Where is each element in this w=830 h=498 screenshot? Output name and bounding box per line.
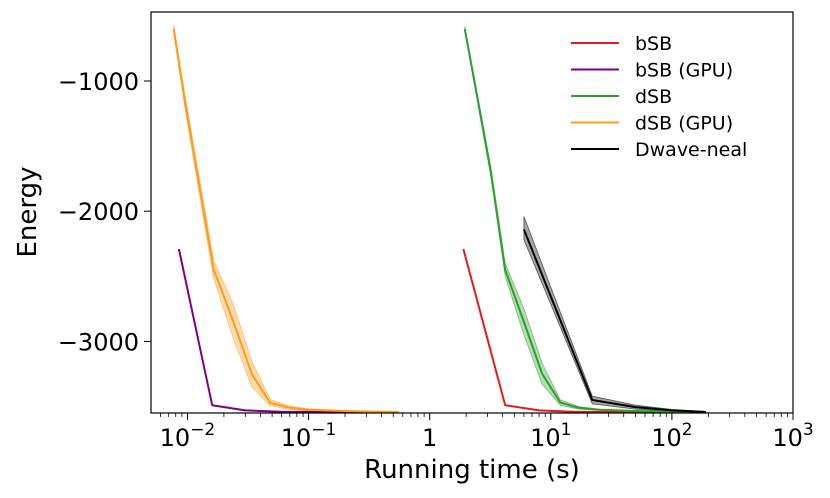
- legend-label-bsb: bSB: [635, 33, 672, 55]
- series-line-dsb-gpu: [172, 28, 399, 413]
- series-line-dsb: [463, 28, 706, 413]
- series-line-bsb: [462, 248, 706, 414]
- x-axis-ticks: 10−2 10−1 1 101 102 103: [160, 413, 814, 452]
- legend: bSB bSB (GPU) dSB dSB (GPU) Dwave-neal: [571, 33, 747, 161]
- band-dsb: [464, 26, 707, 413]
- band-dsb-gpu: [173, 24, 399, 413]
- y-tick-label: −1000: [58, 68, 139, 96]
- series-line-bsb-gpu: [177, 248, 399, 414]
- y-tick-label: −2000: [58, 198, 139, 226]
- x-tick-label: 101: [530, 420, 571, 452]
- legend-label-dsb-gpu: dSB (GPU): [635, 113, 733, 135]
- x-tick-label: 103: [772, 420, 813, 452]
- series-line-dwave-neal: [522, 229, 706, 413]
- y-axis-label: Energy: [13, 166, 43, 257]
- x-tick-label: 10−1: [281, 420, 337, 452]
- legend-label-dwave-neal: Dwave-neal: [635, 139, 747, 161]
- confidence-bands: [173, 24, 707, 413]
- plot-frame: [150, 11, 794, 414]
- x-tick-label: 10−2: [160, 420, 216, 452]
- x-tick-label: 102: [651, 420, 692, 452]
- series-lines: [172, 28, 706, 414]
- y-tick-label: −3000: [58, 328, 139, 356]
- legend-label-bsb-gpu: bSB (GPU): [635, 60, 733, 82]
- x-tick-label: 1: [422, 424, 437, 452]
- x-axis-label: Running time (s): [364, 455, 580, 485]
- legend-label-dsb: dSB: [635, 86, 672, 108]
- y-axis-ticks: −1000 −2000 −3000: [58, 68, 151, 356]
